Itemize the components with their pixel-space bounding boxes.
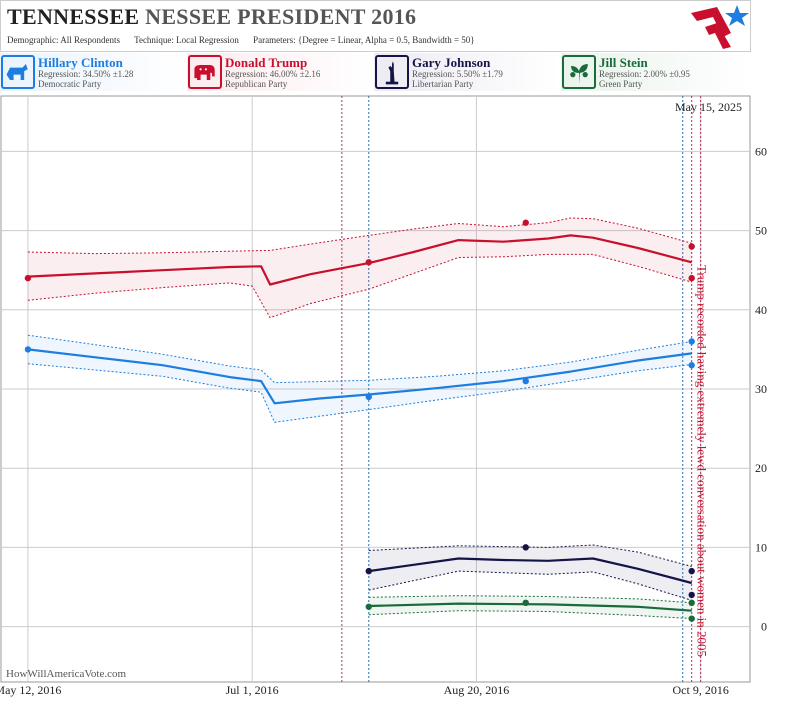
candidate-jill-stein: Jill Stein Regression: 2.00% ±0.95 Green P…: [561, 53, 751, 91]
candidate-regression: Regression: 34.50% ±1.28: [38, 69, 134, 79]
donald-trump-trend-line: [27, 234, 692, 286]
jill-stein-poll-point: [688, 615, 695, 622]
donald-trump-poll-point: [688, 274, 695, 282]
demographic-label: Demographic: All Respondents: [7, 35, 120, 45]
hillary-clinton-poll-point: [522, 377, 529, 385]
hillary-clinton-trend-line: [27, 348, 692, 405]
site-logo-icon: [691, 5, 749, 49]
y-tick-label: 20: [755, 461, 767, 475]
elephant-icon: [188, 55, 222, 89]
y-tick-label: 50: [755, 224, 767, 238]
x-tick-label: Aug 20, 2016: [444, 683, 510, 697]
candidate-name: Jill Stein: [599, 55, 648, 70]
jill-stein-poll-point: [688, 599, 695, 607]
x-tick-label: Jul 1, 2016: [226, 683, 279, 697]
donkey-icon: [1, 55, 35, 89]
watermark: HowWillAmericaVote.com: [6, 668, 127, 680]
green-leaf-icon: [562, 55, 596, 89]
donald-trump-lower-bound: [27, 253, 692, 319]
hillary-clinton-poll-point: [365, 393, 372, 401]
y-tick-label: 0: [761, 620, 767, 634]
jill-stein-confidence-band: [368, 595, 692, 619]
candidate-gary-johnson: Gary Johnson Regression: 5.50% ±1.79 Liber…: [374, 53, 560, 91]
title-state: TENNESSEE: [7, 4, 140, 29]
technique-label: Technique: Local Regression: [134, 35, 239, 45]
gary-johnson-poll-point: [688, 567, 695, 575]
gary-johnson-upper-bound: [368, 544, 692, 567]
candidate-party: Democratic Party: [38, 79, 102, 89]
gary-johnson-poll-point: [365, 567, 372, 575]
gary-johnson-lower-bound: [368, 570, 692, 601]
chart-header: TENNESSEE NESSEE PRESIDENT 2016 Demograp…: [0, 0, 751, 52]
x-tick-label: Oct 9, 2016: [673, 683, 729, 697]
parameters-label: Parameters: {Degree = Linear, Alpha = 0.…: [253, 35, 475, 45]
chart-date-label: May 15, 2025: [675, 100, 742, 114]
hillary-clinton-poll-point: [688, 362, 695, 369]
donald-trump-poll-point: [688, 243, 695, 250]
donald-trump-poll-point: [24, 274, 32, 282]
liberty-statue-icon: [375, 55, 409, 89]
donald-trump-upper-bound: [27, 217, 692, 255]
gary-johnson-poll-point: [522, 544, 529, 551]
hillary-clinton-poll-point: [24, 346, 32, 353]
candidate-party: Green Party: [599, 79, 643, 89]
parameters-line: Demographic: All Respondents Technique: …: [7, 35, 487, 45]
candidate-name: Gary Johnson: [412, 55, 491, 70]
candidate-party: Libertarian Party: [412, 79, 474, 89]
x-tick-label: May 12, 2016: [0, 683, 61, 697]
candidate-name: Donald Trump: [225, 55, 308, 70]
gary-johnson-poll-point: [688, 591, 695, 599]
chart-title: TENNESSEE NESSEE PRESIDENT 2016: [7, 4, 416, 30]
candidate-regression: Regression: 5.50% ±1.79: [412, 69, 503, 79]
candidate-donald-trump: Donald Trump Regression: 46.00% ±2.16 Repu…: [187, 53, 373, 91]
y-tick-label: 60: [755, 144, 767, 158]
y-tick-label: 40: [755, 303, 767, 317]
donald-trump-poll-point: [365, 259, 372, 266]
hillary-clinton-upper-bound: [27, 334, 692, 384]
event-annotation: Trump recorded having extremely lewd con…: [695, 265, 710, 657]
donald-trump-confidence-band: [27, 218, 692, 318]
candidate-regression: Regression: 46.00% ±2.16: [225, 69, 321, 79]
hillary-clinton-confidence-band: [27, 335, 692, 423]
y-tick-label: 30: [755, 382, 767, 396]
gary-johnson-trend-line: [368, 557, 692, 585]
hillary-clinton-poll-point: [688, 338, 695, 345]
candidate-hillary-clinton: Hillary Clinton Regression: 34.50% ±1.28 D…: [0, 53, 186, 91]
y-tick-label: 10: [755, 540, 767, 554]
candidate-name: Hillary Clinton: [38, 55, 123, 70]
poll-chart: 0 10 20 30 40 50 60 May 12, 2016 Jul 1, 2016 Aug …: [0, 95, 767, 697]
jill-stein-poll-point: [522, 599, 529, 607]
donald-trump-poll-point: [522, 219, 529, 226]
candidate-regression: Regression: 2.00% ±0.95: [599, 69, 690, 79]
jill-stein-poll-point: [365, 603, 372, 610]
candidate-party: Republican Party: [225, 79, 288, 89]
title-race: NESSEE PRESIDENT 2016: [145, 4, 417, 29]
jill-stein-trend-line: [368, 602, 692, 612]
